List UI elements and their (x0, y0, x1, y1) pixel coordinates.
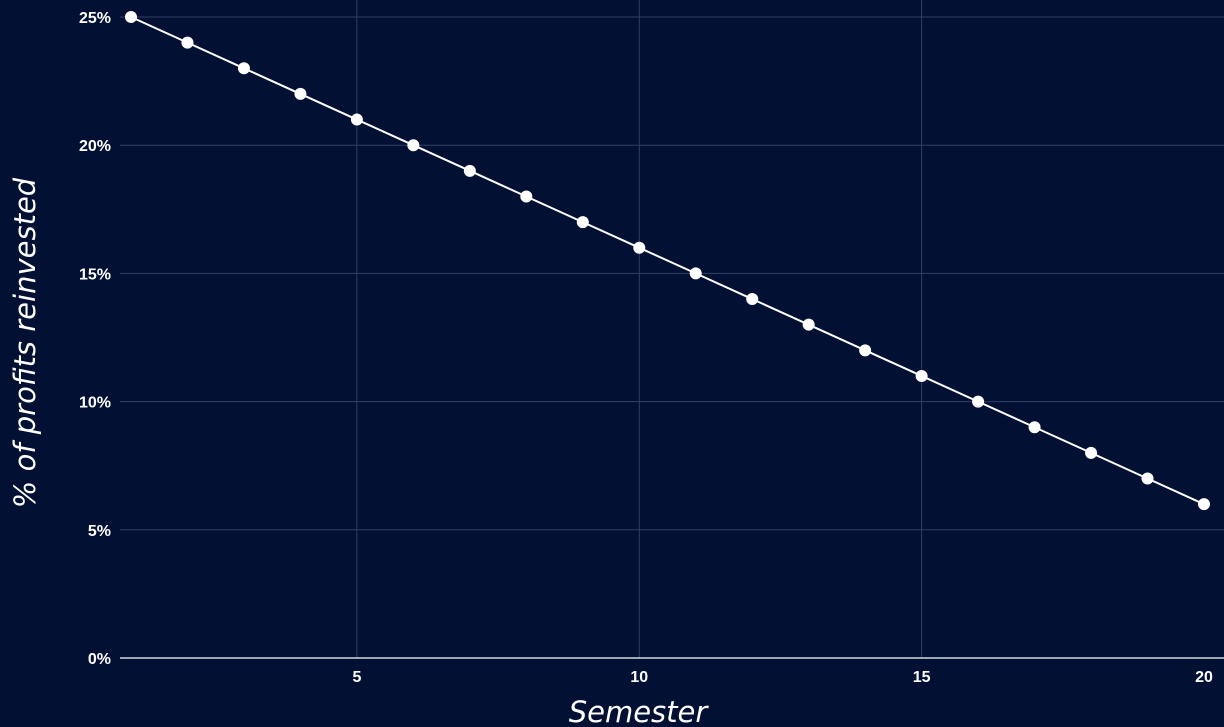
data-point[interactable] (802, 318, 815, 331)
y-tick-label: 25% (79, 10, 111, 27)
data-point[interactable] (237, 62, 250, 75)
data-point[interactable] (294, 87, 307, 100)
y-tick-label: 20% (79, 138, 111, 155)
y-tick-label: 5% (88, 523, 111, 540)
data-point[interactable] (689, 267, 702, 280)
grid (120, 0, 1224, 658)
y-tick-label: 0% (88, 651, 111, 668)
y-tick-label: 15% (79, 266, 111, 283)
tick-labels: 0% 5% 10% 15% 20% 25% 5 10 15 20 (79, 10, 1213, 686)
data-point[interactable] (1028, 421, 1041, 434)
data-point[interactable] (520, 190, 533, 203)
x-tick-label: 20 (1195, 669, 1213, 686)
data-point[interactable] (1141, 472, 1154, 485)
x-tick-label: 10 (630, 669, 648, 686)
y-tick-label: 10% (79, 395, 111, 412)
data-point[interactable] (350, 113, 363, 126)
data-point[interactable] (972, 395, 985, 408)
data-point[interactable] (463, 164, 476, 177)
data-point[interactable] (859, 344, 872, 357)
x-axis-title: Semester (569, 695, 710, 727)
x-tick-label: 15 (913, 669, 931, 686)
x-tick-label: 5 (352, 669, 361, 686)
data-point[interactable] (576, 216, 589, 229)
series (125, 11, 1210, 511)
data-point[interactable] (633, 241, 646, 254)
y-axis-title: % of profits reinvested (8, 177, 42, 508)
data-point[interactable] (181, 36, 194, 49)
data-point[interactable] (1085, 446, 1098, 459)
data-point[interactable] (407, 139, 420, 152)
data-point[interactable] (125, 11, 137, 23)
data-point[interactable] (915, 369, 928, 382)
series-line (130, 16, 1205, 506)
data-point[interactable] (746, 293, 759, 306)
data-point[interactable] (1198, 498, 1210, 511)
